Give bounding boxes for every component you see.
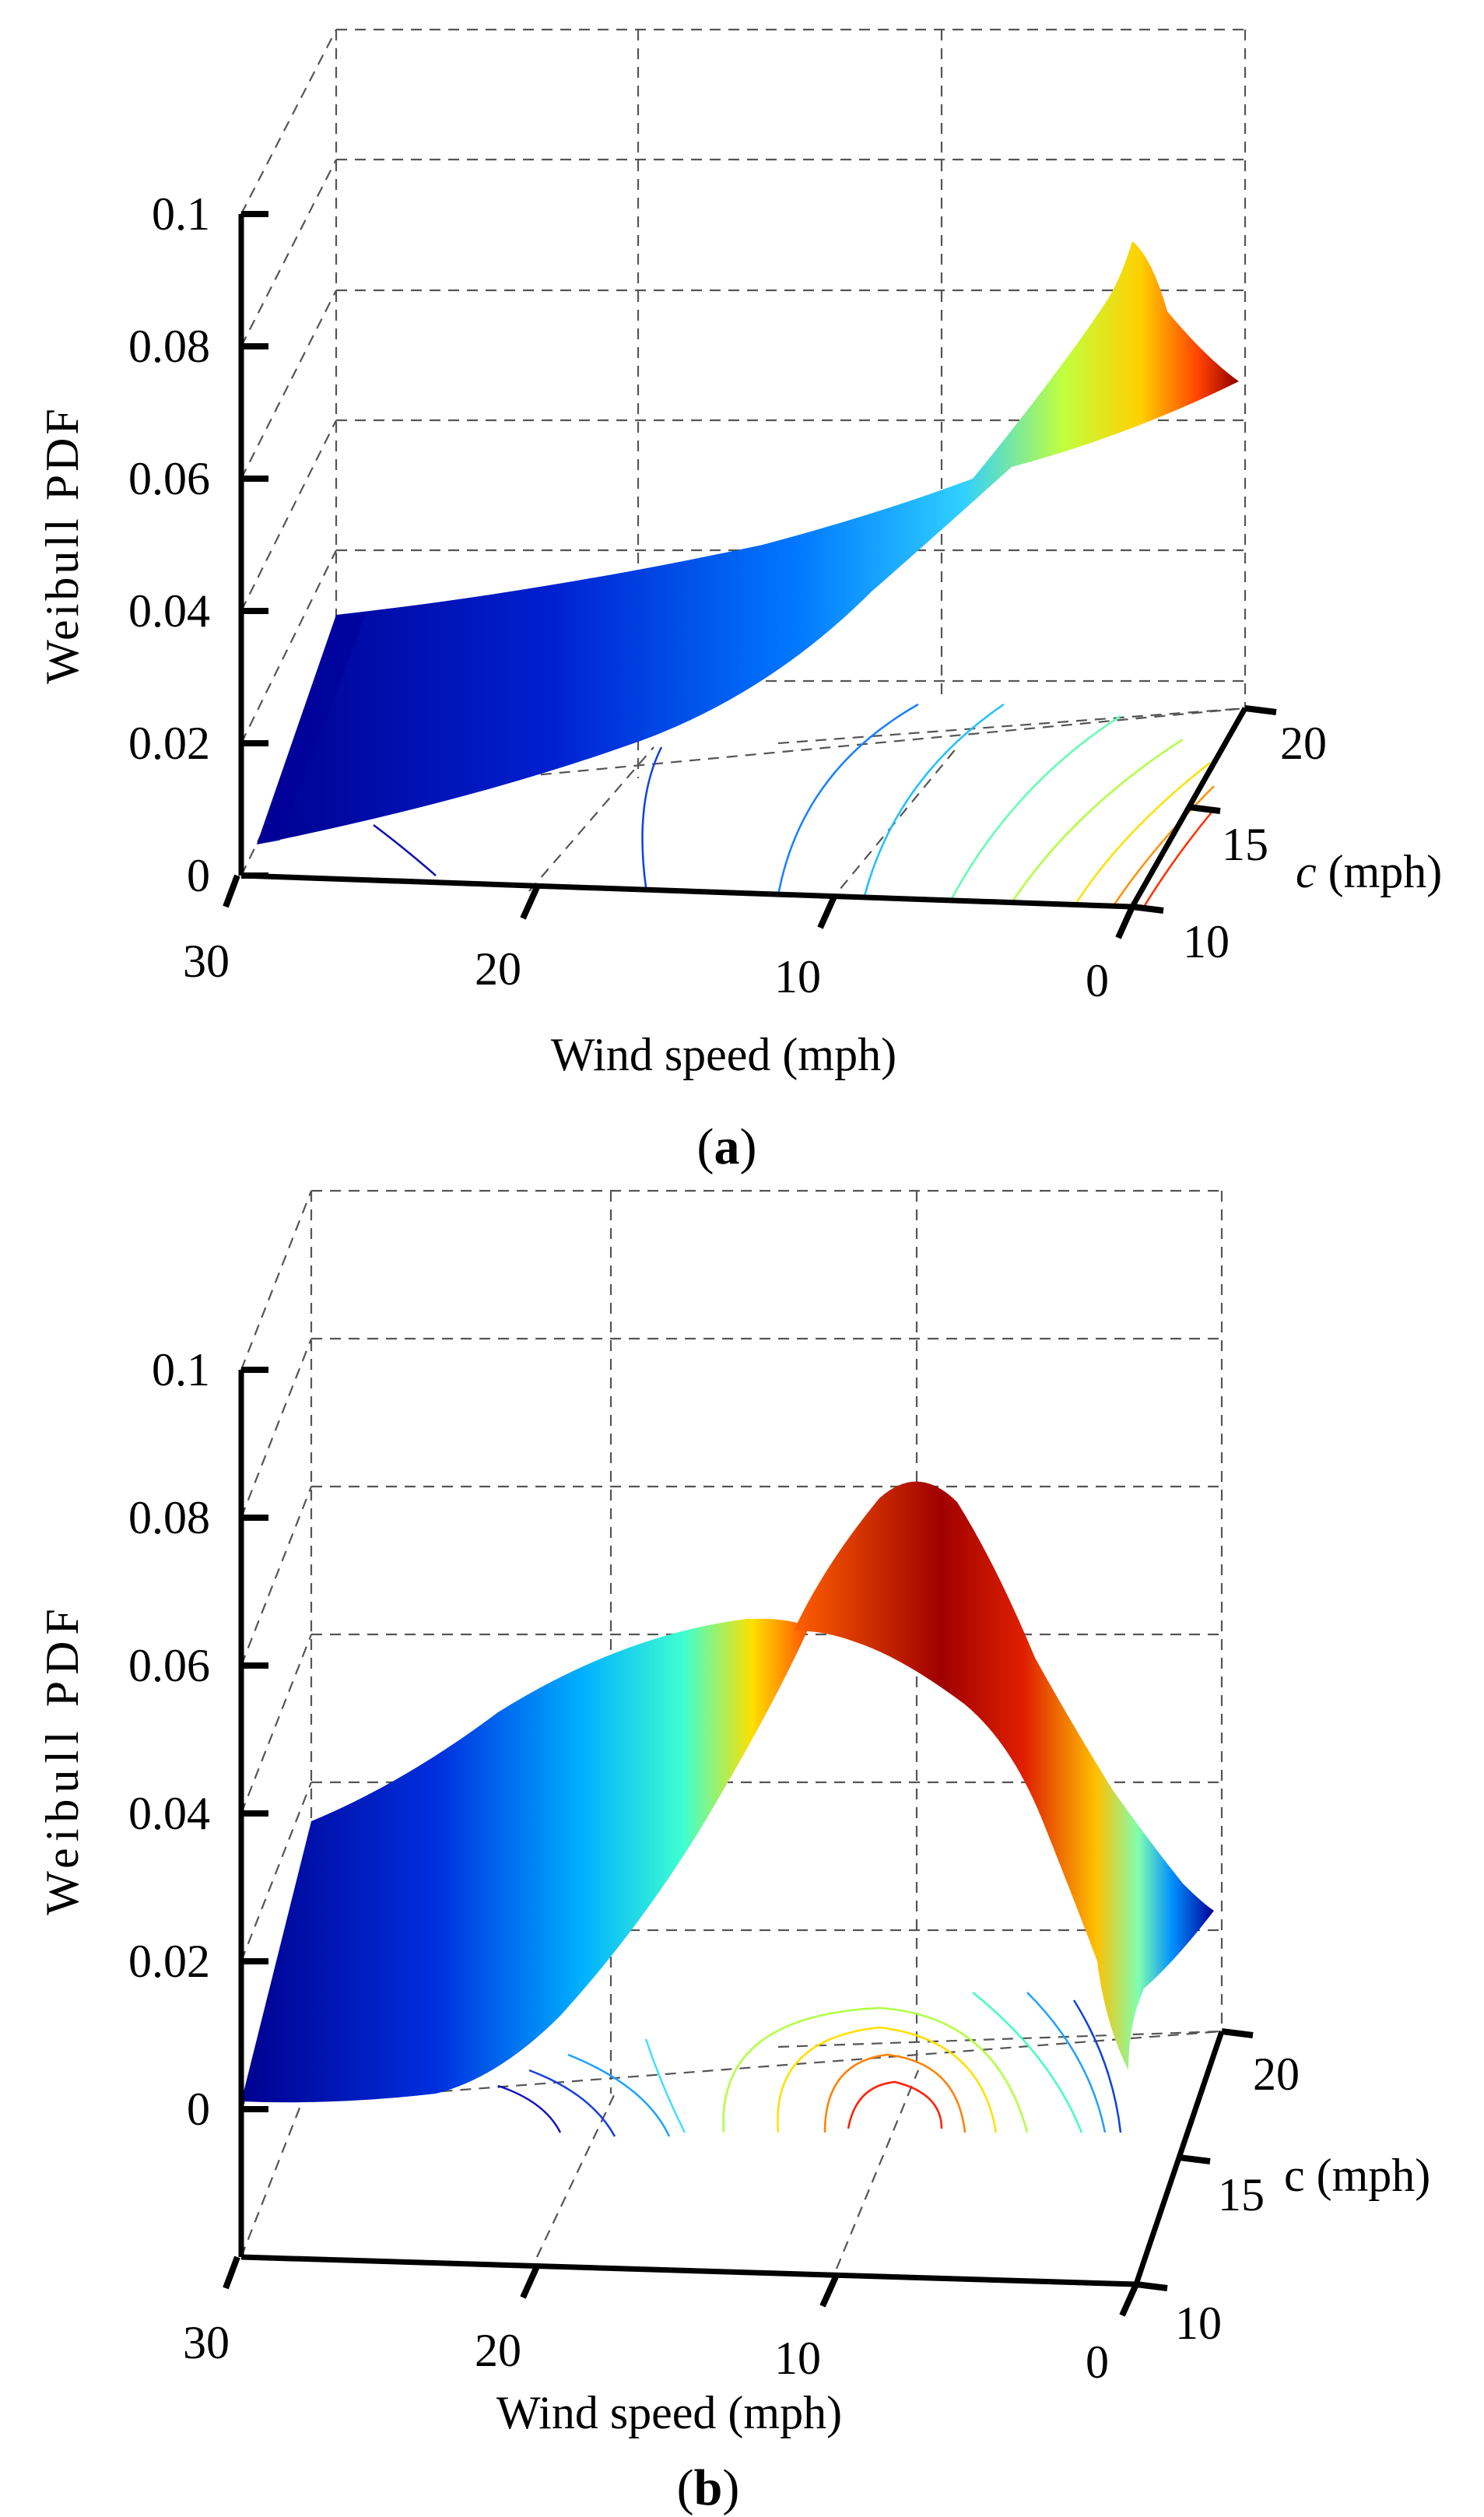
chart-a-contours <box>373 703 1215 907</box>
x-tick-label: 20 <box>475 2325 521 2376</box>
chart-a-c-tick-labels: 10 15 20 <box>1183 718 1327 967</box>
z-tick-label: 0 <box>187 850 210 901</box>
chart-a: 0.1 0.08 0.06 0.04 0.02 0 Weibull PDF 30… <box>37 28 1442 1175</box>
panel-label-a: (a) <box>697 1118 757 1175</box>
chart-b-surface-right <box>794 1481 1214 2070</box>
chart-a-surface-front <box>257 615 366 844</box>
z-tick-label: 0.02 <box>128 718 210 769</box>
chart-b-x-axis <box>240 2254 1137 2287</box>
chart-a-c-ticks <box>1131 705 1277 914</box>
chart-b-surface-left <box>241 1618 809 2103</box>
chart-a-x-axis-label: Wind speed (mph) <box>551 1029 896 1080</box>
x-tick-label: 0 <box>1086 955 1109 1006</box>
chart-a-c-axis-label: c (mph) <box>1296 846 1442 897</box>
chart-b-x-tick-labels: 30 20 10 0 <box>183 2317 1109 2388</box>
x-tick-label: 10 <box>774 2333 821 2384</box>
c-tick-label: 15 <box>1218 2169 1265 2220</box>
z-tick-label: 0.08 <box>128 321 210 372</box>
z-tick-label: 0.06 <box>128 453 210 504</box>
c-tick-label: 10 <box>1183 916 1230 967</box>
x-tick-label: 30 <box>183 936 230 987</box>
chart-a-x-axis <box>240 872 1133 910</box>
chart-b-z-ticks <box>241 1367 268 2112</box>
chart-b-x-ticks <box>223 2255 1139 2317</box>
chart-b-x-axis-label: Wind speed (mph) <box>496 2387 842 2438</box>
chart-b-c-tick-labels: 10 15 20 <box>1175 2048 1300 2349</box>
chart-b-z-axis-label: Weibull PDF <box>37 1603 88 1915</box>
x-tick-label: 0 <box>1086 2336 1109 2388</box>
chart-a-z-axis-label: Weibull PDF <box>37 405 88 684</box>
z-tick-label: 0.08 <box>128 1492 210 1543</box>
chart-a-c-axis <box>1129 707 1248 908</box>
chart-a-surface <box>257 241 1239 844</box>
chart-a-x-tick-labels: 30 20 10 0 <box>183 936 1109 1006</box>
z-tick-label: 0.1 <box>152 188 210 240</box>
z-tick-label: 0.02 <box>128 1936 210 1987</box>
chart-a-z-tick-labels: 0.1 0.08 0.06 0.04 0.02 0 <box>128 188 210 901</box>
chart-a-x-ticks <box>223 874 1135 939</box>
x-tick-label: 30 <box>183 2317 230 2368</box>
c-tick-label: 15 <box>1222 819 1268 870</box>
chart-b-c-axis-label: c (mph) <box>1284 2150 1430 2201</box>
chart-b-z-tick-labels: 0.1 0.08 0.06 0.04 0.02 0 <box>128 1344 210 2135</box>
panel-label-b: (b) <box>677 2459 740 2516</box>
c-tick-label: 20 <box>1253 2048 1300 2100</box>
c-tick-label: 20 <box>1280 718 1327 769</box>
c-tick-label: 10 <box>1175 2298 1222 2349</box>
chart-b-c-ticks <box>1135 2028 1254 2291</box>
z-tick-label: 0 <box>187 2083 210 2135</box>
chart-b: 0.1 0.08 0.06 0.04 0.02 0 Weibull PDF 30… <box>37 1189 1430 2516</box>
x-tick-label: 10 <box>774 951 821 1002</box>
z-tick-label: 0.06 <box>128 1640 210 1691</box>
x-tick-label: 20 <box>475 943 521 995</box>
z-tick-label: 0.1 <box>152 1344 210 1395</box>
z-tick-label: 0.04 <box>128 585 210 637</box>
z-tick-label: 0.04 <box>128 1788 210 1839</box>
chart-b-contours <box>497 1992 1122 2137</box>
chart-a-z-ticks <box>241 211 268 879</box>
